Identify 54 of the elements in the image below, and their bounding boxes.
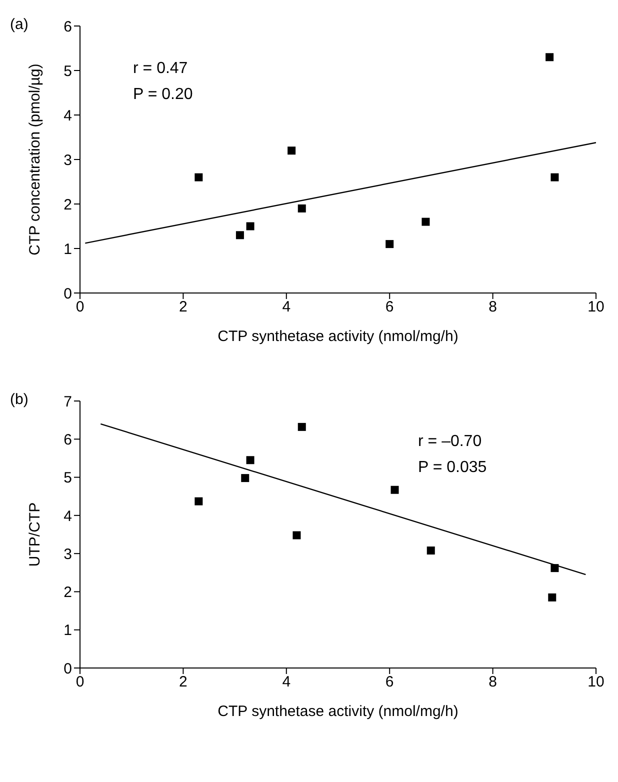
chart-title: (a) (10, 16, 28, 33)
y-tick-label: 0 (64, 660, 72, 678)
y-tick-label: 4 (64, 508, 72, 525)
annotation: P = 0.035 (418, 458, 487, 478)
x-tick-label: 6 (385, 674, 394, 691)
point (386, 240, 394, 248)
y-tick-label: 6 (64, 18, 72, 36)
chart-title: (b) (10, 391, 28, 408)
y-tick-label: 2 (64, 584, 72, 602)
x-tick-label: 0 (76, 298, 84, 316)
y-tick-label: 2 (64, 196, 72, 214)
point (194, 497, 203, 506)
point (298, 204, 306, 212)
x-tick-label: 2 (179, 298, 188, 316)
x-axis-title: CTP synthetase activity (nmol/mg/h) (218, 703, 458, 720)
point (422, 218, 430, 226)
y-tick-label: 5 (64, 62, 72, 80)
point (246, 222, 254, 230)
point (426, 546, 435, 555)
y-tick-label: 4 (64, 107, 72, 124)
y-tick-label: 6 (64, 431, 72, 448)
point (246, 456, 254, 464)
point (236, 231, 244, 240)
y-tick-label: 1 (64, 240, 72, 258)
y-tick-label: 1 (64, 622, 72, 640)
point (550, 173, 559, 182)
x-tick-label: 6 (385, 298, 394, 316)
y-axis-title: CTP concentration (pmol/µg) (26, 64, 44, 256)
x-tick-label: 2 (179, 674, 188, 691)
y-tick-label: 7 (64, 393, 72, 410)
x-tick-label: 4 (282, 674, 291, 691)
point (546, 53, 554, 62)
x-tick-label: 0 (76, 674, 84, 691)
annotation: r = 0.47 (133, 59, 189, 79)
point (288, 146, 296, 155)
point (241, 474, 250, 482)
annotation: P = 0.20 (133, 85, 193, 105)
y-axis-title: UTP/CTP (26, 502, 44, 567)
x-tick-label: 4 (282, 298, 291, 316)
y-tick-label: 5 (64, 470, 72, 487)
x-tick-label: 8 (488, 298, 497, 316)
x-tick-label: 10 (588, 298, 604, 316)
x-tick-label: 10 (588, 674, 604, 691)
y-tick-label: 3 (64, 152, 72, 169)
point (298, 422, 306, 431)
x-axis-title: CTP synthetase activity (nmol/mg/h) (218, 328, 458, 345)
point (292, 531, 301, 540)
x-tick-label: 8 (488, 674, 497, 691)
annotation: r = –0.70 (418, 432, 483, 452)
point (390, 486, 399, 494)
y-tick-label: 3 (64, 546, 72, 563)
y-tick-label: 0 (64, 285, 72, 302)
point (194, 173, 203, 182)
point (548, 593, 556, 602)
